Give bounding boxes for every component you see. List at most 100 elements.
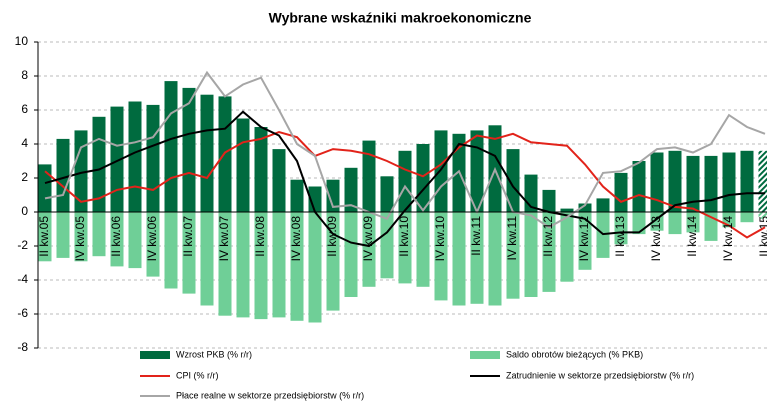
bar [416, 212, 430, 287]
bar [506, 212, 520, 299]
line [44, 131, 766, 239]
bar [290, 179, 304, 212]
x-tick-label: IV kw.06 [145, 216, 159, 262]
bar [200, 94, 214, 212]
bar [740, 150, 754, 212]
x-tick-label: II kw.12 [541, 216, 555, 257]
bar [704, 155, 718, 212]
bar [524, 212, 538, 297]
y-tick-label: 6 [21, 102, 28, 116]
x-tick-label: IV kw.11 [505, 216, 519, 261]
y-tick-label: -6 [17, 306, 28, 320]
y-tick-label: -8 [17, 340, 28, 354]
bar [434, 130, 448, 212]
y-tick-label: 4 [21, 136, 28, 150]
x-tick-label: II kw.14 [685, 216, 699, 257]
bar [488, 212, 502, 306]
bar [380, 212, 394, 279]
bar [668, 150, 682, 212]
x-tick-label: II kw.05 [37, 216, 51, 257]
legend-swatch [470, 351, 500, 359]
bar [452, 212, 466, 306]
bar [218, 212, 232, 316]
bar [722, 152, 736, 212]
bar [686, 212, 700, 233]
bar [110, 106, 124, 212]
bar [434, 212, 448, 301]
bar [182, 212, 196, 294]
bar [164, 81, 178, 212]
y-tick-label: -4 [17, 272, 28, 286]
bar [542, 189, 556, 212]
y-tick-label: -2 [17, 238, 28, 252]
bar [38, 212, 52, 262]
bar [236, 118, 250, 212]
bar [398, 212, 412, 284]
bar [632, 161, 646, 212]
x-tick-label: IV kw.12 [577, 216, 591, 262]
bar [236, 212, 250, 318]
bar [326, 179, 340, 212]
bar [686, 155, 700, 212]
bar [614, 212, 628, 245]
bar [362, 212, 376, 287]
x-tick-label: II kw.15 [757, 216, 767, 257]
bar [362, 140, 376, 212]
bar [182, 87, 196, 212]
bar [614, 172, 628, 212]
y-tick-label: 8 [21, 68, 28, 82]
y-tick-label: 2 [21, 170, 28, 184]
bar [758, 212, 767, 219]
bar [254, 127, 268, 212]
bar [38, 164, 52, 212]
x-tick-label: IV kw.05 [73, 216, 87, 262]
x-tick-label: IV kw.13 [649, 216, 663, 262]
legend-label: Wzrost PKB (% r/r) [176, 349, 252, 359]
x-tick-label: IV kw.10 [433, 216, 447, 262]
legend-label: Saldo obrotów bieżących (% PKB) [506, 349, 643, 359]
x-tick-label: II kw.09 [325, 216, 339, 257]
bar [92, 212, 106, 257]
bar [758, 150, 767, 212]
line [44, 110, 765, 248]
bar [200, 212, 214, 306]
bar [110, 212, 124, 267]
bar [290, 212, 304, 321]
bar [74, 212, 88, 262]
legend-label: CPI (% r/r) [176, 370, 219, 380]
bar [128, 101, 142, 212]
x-tick-label: II kw.07 [181, 216, 195, 257]
bar [596, 198, 610, 212]
bar [146, 212, 160, 277]
bar [650, 152, 664, 212]
bar [398, 150, 412, 212]
x-tick-label: II kw.08 [253, 216, 267, 257]
bar [668, 212, 682, 235]
bar [578, 212, 592, 270]
bar [542, 212, 556, 292]
bar [560, 208, 574, 212]
x-tick-label: IV kw.07 [217, 216, 231, 262]
bar [74, 130, 88, 212]
legend-label: Zatrudnienie w sektorze przedsiębiorstw … [506, 370, 694, 380]
bar [470, 130, 484, 212]
chart-title: Wybrane wskaźniki makroekonomiczne [269, 10, 532, 26]
bar [128, 212, 142, 269]
y-tick-label: 0 [21, 204, 28, 218]
bar [344, 167, 358, 212]
bar [740, 212, 754, 223]
x-tick-label: II kw.06 [109, 216, 123, 257]
line [44, 70, 766, 229]
x-tick-label: II kw.13 [613, 216, 627, 257]
bar [308, 212, 322, 323]
x-tick-label: II kw.10 [397, 216, 411, 257]
bar [632, 212, 646, 235]
bar [344, 212, 358, 297]
x-tick-label: IV kw.14 [721, 216, 735, 262]
legend-swatch [140, 351, 170, 359]
bar [56, 138, 70, 212]
bar [254, 212, 268, 320]
bar [380, 176, 394, 212]
bar [272, 149, 286, 212]
